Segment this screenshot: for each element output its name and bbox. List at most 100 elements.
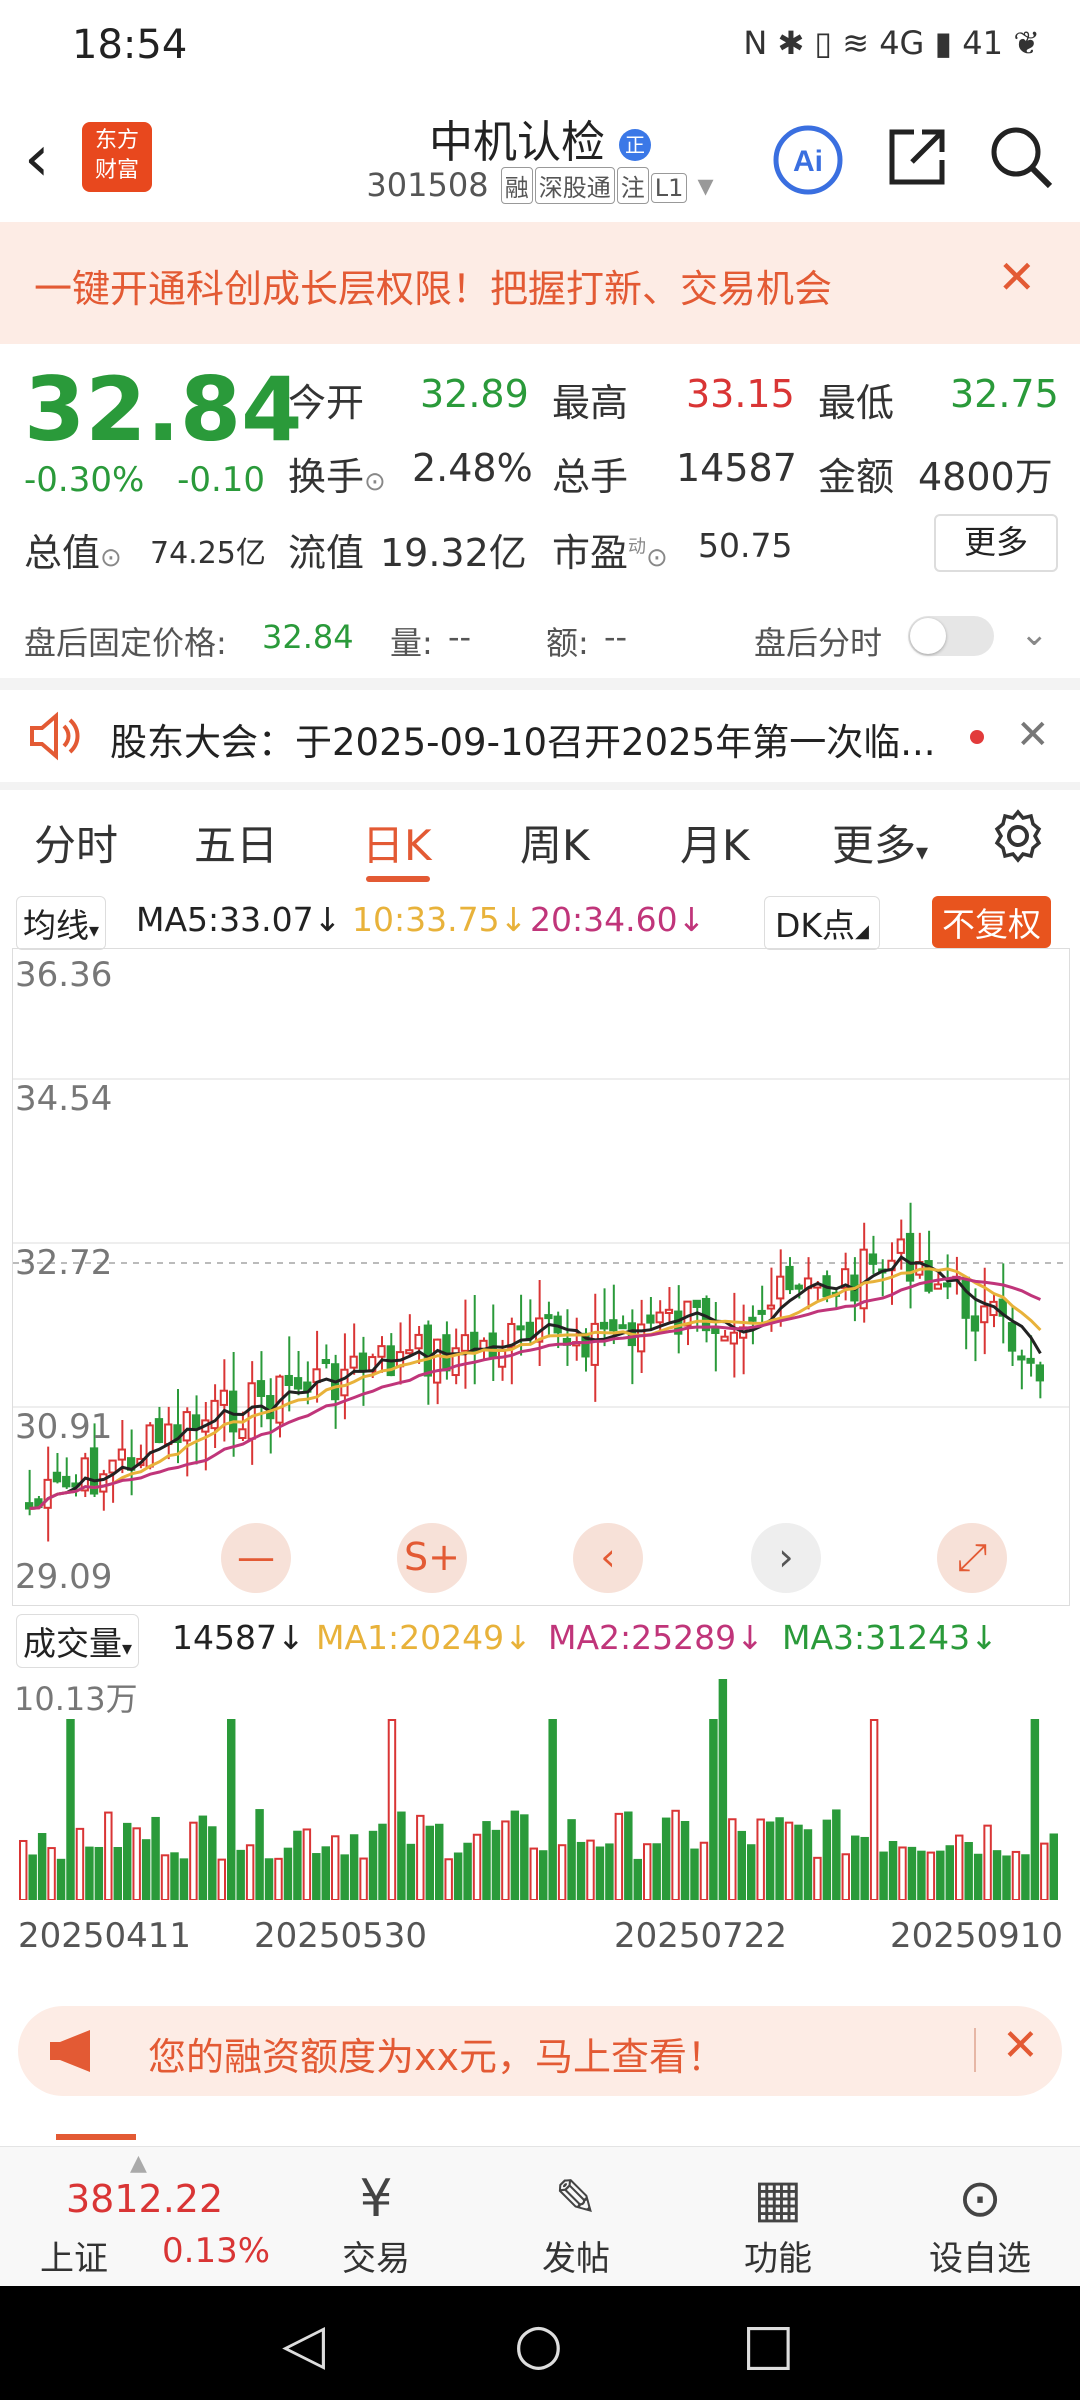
candle-body [89,1447,99,1495]
back-icon[interactable]: ‹ [24,122,50,196]
notice-bar[interactable]: 股东大会：于2025-09-10召开2025年第一次临... ✕ [0,690,1080,790]
amount-value: 4800万 [918,455,1053,499]
add-mark-icon[interactable]: S+ [397,1523,467,1593]
volume-svg[interactable] [12,1668,1068,1902]
volume-bar [557,1844,567,1901]
volume-bar [1021,1854,1030,1901]
kline-chart[interactable]: 36.36 34.54 32.72 30.91 29.09 — S+ ‹ › ⤢ [12,948,1070,1606]
active-tab-indicator [56,2134,136,2140]
close-icon[interactable]: ✕ [1002,2020,1039,2071]
gear-icon[interactable] [990,808,1046,874]
volume-label: 总手 [552,455,629,499]
volume-bar [699,1841,709,1901]
back-nav-icon[interactable]: ◁ [282,2312,326,2377]
ai-icon[interactable]: Ai [772,124,844,210]
volume-bar [293,1830,302,1902]
chevron-right-icon[interactable]: › [751,1523,821,1593]
promo-banner[interactable]: 一键开通科创成长层权限！把握打新、交易机会 ✕ [0,222,1080,344]
logo-line2: 财富 [94,158,139,183]
nav-add-watchlist[interactable]: ⊙ 设自选 [910,2167,1050,2280]
date-label: 20250910 [890,1916,1064,1956]
volume-bar [1049,1833,1058,1901]
candle-body [358,1352,368,1372]
date-label: 20250722 [614,1916,788,1956]
candle-body [766,1304,776,1310]
date-axis: 20250411 20250530 20250722 20250910 [0,1910,1080,1960]
volume-bar [56,1858,66,1901]
change-amount: -0.10 [177,460,266,500]
volume-bar [1011,1850,1021,1901]
after-price-label: 盘后固定价格: [24,624,227,662]
share-icon[interactable] [884,124,950,204]
index-change: 0.13% [162,2231,271,2271]
kline-svg[interactable] [13,949,1069,1605]
y-label-min: 29.09 [15,1557,113,1597]
volume-bar [28,1854,37,1902]
volume-bar [208,1826,217,1901]
volume-bar [955,1834,964,1902]
nav-functions[interactable]: ▦ 功能 [708,2167,848,2280]
close-icon[interactable]: ✕ [1016,712,1050,758]
volume-bar [860,1836,869,1902]
stock-code-row[interactable]: 301508 融深股通注 L1 ▾ [0,166,1080,204]
candle-body [173,1424,182,1444]
tab-weekly-k[interactable]: 周K [520,821,590,870]
candle-body [62,1475,71,1488]
candle-body [1017,1355,1026,1361]
volume-bar [1030,1719,1040,1901]
volume-bar [397,1811,406,1901]
dk-point-button[interactable]: DK点◢ [764,896,880,950]
index-value[interactable]: 3812.22 [66,2177,224,2221]
nav-post[interactable]: ✎ 发帖 [506,2167,646,2280]
candle-body [516,1325,525,1331]
tag-level: L1 [650,173,688,203]
detail-tabs-partial [0,2112,1080,2146]
tab-more[interactable]: 更多▾ [832,821,929,870]
chevron-down-icon[interactable]: ⌄ [1020,614,1049,654]
volume-bar [661,1817,671,1902]
candle-body [590,1322,599,1366]
volume-bar [85,1846,94,1901]
close-icon[interactable]: ✕ [997,250,1036,304]
candle-body [52,1471,62,1483]
tag-margin: 融 [500,167,533,204]
candle-body [154,1418,164,1444]
tab-daily-k[interactable]: 日K [362,821,432,870]
volume-selector[interactable]: 成交量▾ [16,1614,140,1668]
logo-line1: 东方 [94,128,139,153]
candle-body [238,1428,247,1439]
ma-row: 均线▾ MA5:33.07↓ 10:33.75↓ 20:34.60↓ DK点◢ … [0,892,1080,950]
volume-bar [47,1847,56,1901]
volume-chart[interactable]: 10.13万 [12,1668,1068,1902]
tab-intraday[interactable]: 分时 [34,821,119,870]
recents-nav-icon[interactable]: □ [742,2312,795,2377]
search-icon[interactable] [988,124,1054,204]
volume-bar [236,1849,245,1901]
adjust-button[interactable]: 不复权 [932,896,1051,948]
svg-text:Ai: Ai [793,145,823,178]
candle-body [451,1347,460,1377]
margin-banner[interactable]: 您的融资额度为xx元，马上查看！ ✕ [18,2006,1062,2096]
ma-line [29,1255,1042,1510]
ma-selector[interactable]: 均线▾ [16,896,107,950]
home-nav-icon[interactable]: ○ [514,2312,563,2377]
chevron-left-icon[interactable]: ‹ [573,1523,643,1593]
candle-body [637,1323,646,1353]
candle-body [711,1327,720,1335]
candle-body [25,1502,34,1510]
float-cap-value: 19.32亿 [380,531,527,575]
fullscreen-icon[interactable]: ⤢ [937,1523,1007,1593]
after-hours-toggle[interactable] [908,616,994,656]
volume-bar [737,1830,747,1901]
zoom-out-icon[interactable]: — [221,1523,291,1593]
volume-bar [595,1846,605,1902]
nav-trade[interactable]: ¥ 交易 [306,2167,446,2280]
volume-bar [529,1847,539,1901]
volume-bar [614,1812,624,1902]
tab-monthly-k[interactable]: 月K [680,821,750,870]
candle-body [905,1232,915,1282]
volume-bar [141,1839,151,1901]
tab-five-day[interactable]: 五日 [194,821,279,870]
more-button[interactable]: 更多 [934,514,1058,572]
status-time: 18:54 [72,22,188,68]
